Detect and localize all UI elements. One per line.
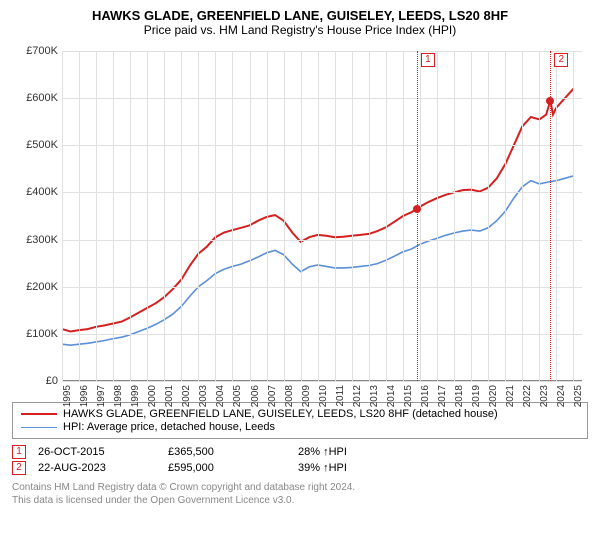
x-tick-label: 2020 [488,385,502,407]
x-tick-label: 1996 [79,385,93,407]
transaction-price: £595,000 [168,462,298,474]
transaction-marker-2: 2 [12,461,26,475]
x-tick-label: 2002 [181,385,195,407]
chart-title: HAWKS GLADE, GREENFIELD LANE, GUISELEY, … [12,8,588,23]
x-tick-label: 2017 [437,385,451,407]
legend-label-hpi: HPI: Average price, detached house, Leed… [63,421,275,433]
x-tick-label: 2014 [386,385,400,407]
data-point-marker-2 [546,97,554,105]
x-tick-label: 2013 [369,385,383,407]
legend-swatch-hpi [21,427,57,428]
y-tick-label: £600K [12,92,58,104]
x-tick-label: 1995 [62,385,76,407]
footer-attribution: Contains HM Land Registry data © Crown c… [12,481,588,507]
legend-item-property: HAWKS GLADE, GREENFIELD LANE, GUISELEY, … [21,408,579,420]
transaction-row: 2 22-AUG-2023 £595,000 39% HPI [12,461,588,475]
legend-item-hpi: HPI: Average price, detached house, Leed… [21,421,579,433]
legend-box: HAWKS GLADE, GREENFIELD LANE, GUISELEY, … [12,402,588,439]
data-point-marker-1 [413,205,421,213]
reference-marker-1: 1 [421,53,435,67]
x-tick-label: 2011 [335,385,349,407]
x-tick-label: 1999 [130,385,144,407]
x-tick-label: 2018 [454,385,468,407]
transactions-table: 1 26-OCT-2015 £365,500 28% HPI 2 22-AUG-… [12,445,588,475]
x-tick-label: 2016 [420,385,434,407]
chart-container: HAWKS GLADE, GREENFIELD LANE, GUISELEY, … [0,0,600,560]
x-tick-label: 2025 [573,385,587,407]
x-tick-label: 2009 [301,385,315,407]
x-tick-label: 2000 [147,385,161,407]
footer-line-2: This data is licensed under the Open Gov… [12,494,588,507]
y-tick-label: £200K [12,281,58,293]
y-tick-label: £300K [12,234,58,246]
y-tick-label: £400K [12,186,58,198]
y-tick-label: £500K [12,139,58,151]
x-tick-label: 2008 [284,385,298,407]
y-tick-label: £0 [12,375,58,387]
chart-area: £0£100K£200K£300K£400K£500K£600K£700K 12… [12,41,588,396]
x-tick-label: 2007 [267,385,281,407]
x-tick-label: 1997 [96,385,110,407]
x-tick-label: 1998 [113,385,127,407]
transaction-date: 26-OCT-2015 [38,446,168,458]
plot-area: 12 [62,51,582,381]
chart-subtitle: Price paid vs. HM Land Registry's House … [12,23,588,37]
transaction-delta: 28% HPI [298,446,428,458]
x-tick-label: 2012 [352,385,366,407]
x-tick-label: 2022 [522,385,536,407]
footer-line-1: Contains HM Land Registry data © Crown c… [12,481,588,494]
transaction-price: £365,500 [168,446,298,458]
x-tick-label: 2010 [318,385,332,407]
x-tick-label: 2021 [505,385,519,407]
transaction-row: 1 26-OCT-2015 £365,500 28% HPI [12,445,588,459]
legend-swatch-property [21,413,57,415]
x-tick-label: 2023 [539,385,553,407]
line-series-svg [62,51,582,381]
x-tick-label: 2005 [232,385,246,407]
x-tick-label: 2015 [403,385,417,407]
y-tick-label: £700K [12,45,58,57]
x-tick-label: 2004 [215,385,229,407]
transaction-date: 22-AUG-2023 [38,462,168,474]
x-tick-label: 2006 [250,385,264,407]
transaction-delta: 39% HPI [298,462,428,474]
x-tick-label: 2003 [198,385,212,407]
x-tick-label: 2024 [556,385,570,407]
y-tick-label: £100K [12,328,58,340]
reference-marker-2: 2 [554,53,568,67]
x-tick-label: 2019 [471,385,485,407]
x-tick-label: 2001 [164,385,178,407]
transaction-marker-1: 1 [12,445,26,459]
legend-label-property: HAWKS GLADE, GREENFIELD LANE, GUISELEY, … [63,408,498,420]
